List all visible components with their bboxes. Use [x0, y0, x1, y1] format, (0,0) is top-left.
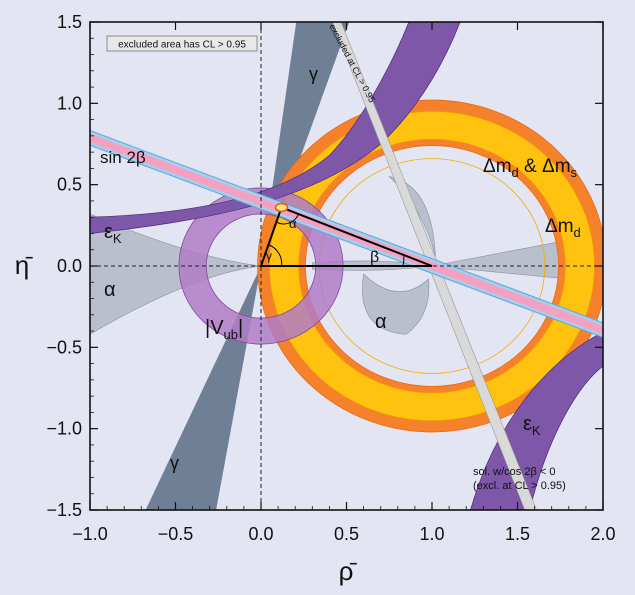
apex-marker — [274, 202, 289, 213]
label-tri-gamma: γ — [266, 249, 272, 263]
x-tick-label: −1.0 — [72, 524, 108, 544]
label-gamma-bottom: γ — [170, 453, 179, 473]
x-tick-label: 2.0 — [590, 524, 615, 544]
y-tick-label: 0.5 — [57, 175, 82, 195]
y-tick-label: −1.5 — [46, 500, 82, 520]
axes: −1.0 −0.5 0.0 0.5 1.0 1.5 2.0 −1.5 −1.0 −0.5 0.0 0.… — [46, 12, 615, 544]
label-tri-beta: β — [370, 249, 379, 266]
x-tick-label: 1.5 — [505, 524, 530, 544]
alpha-region-lower — [362, 273, 430, 335]
angle-arc-gamma — [268, 244, 283, 267]
x-tick-label: 0.0 — [248, 524, 273, 544]
sin2beta-inner-band — [90, 133, 603, 335]
label-sol-cos2beta: sol. w/cos 2β < 0 — [473, 466, 555, 478]
y-tick-label: −1.0 — [46, 419, 82, 439]
y-tick-label: −0.5 — [46, 337, 82, 357]
angle-arc-beta — [402, 256, 405, 267]
label-gamma-top: γ — [309, 64, 318, 84]
label-tri-alpha: α — [289, 216, 297, 231]
x-tick-label: 0.5 — [334, 524, 359, 544]
x-tick-label: 1.0 — [419, 524, 444, 544]
label-alpha-bottom: α — [375, 311, 387, 333]
legend-box: excluded area has CL > 0.95 — [106, 35, 258, 52]
label-alpha-left: α — [104, 279, 116, 301]
x-tick-label: −0.5 — [158, 524, 194, 544]
label-dmd-dms: Δmd & Δms — [483, 156, 578, 180]
y-axis-title: η̄ — [15, 250, 33, 280]
x-axis-title: ρ̄ — [339, 556, 358, 586]
dmd-dms-ring — [257, 99, 603, 433]
label-sol-excl: (excl. at CL > 0.95) — [473, 480, 566, 492]
y-tick-label: 1.0 — [57, 93, 82, 113]
sin2beta-edge-0 — [90, 130, 603, 324]
label-sin2beta: sin 2β — [100, 148, 146, 167]
angle-arc-alpha — [276, 213, 300, 225]
y-tick-label: 0.0 — [57, 256, 82, 276]
constraint-regions — [90, 22, 603, 510]
sin2beta-edge-1 — [90, 144, 603, 338]
unitarity-triangle — [259, 206, 433, 267]
y-tick-label: 1.5 — [57, 12, 82, 32]
legend-text: excluded area has CL > 0.95 — [118, 40, 246, 51]
